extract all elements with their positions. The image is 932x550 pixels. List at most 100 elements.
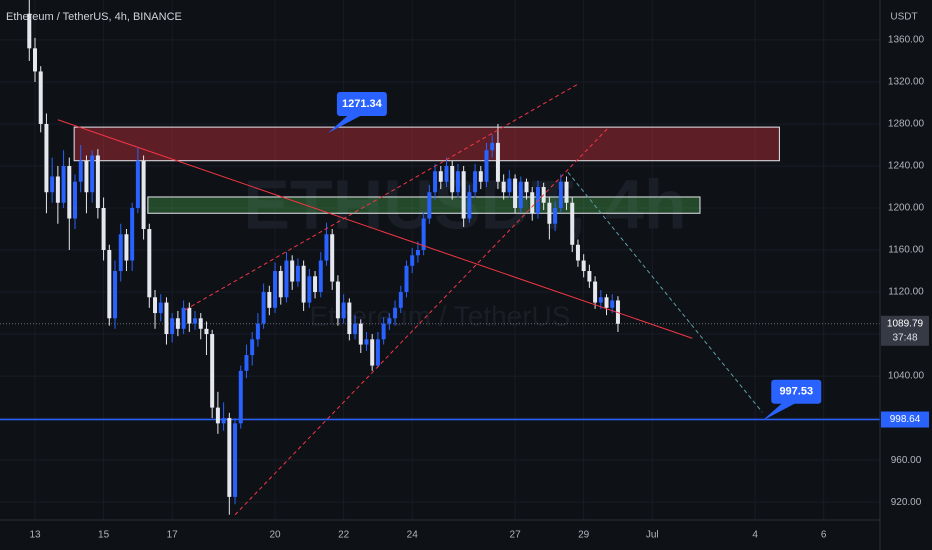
candle-body [193,318,198,324]
candle-body [393,307,398,319]
x-tick-label: Jul [646,530,659,541]
candle-body [558,181,563,208]
candle-body [313,276,318,293]
candle-body [278,271,283,298]
candle-body [175,318,180,329]
candle-body [324,234,329,261]
candle-body [227,418,232,497]
candle-body [375,339,380,366]
candle-body [233,423,238,497]
candle-body [370,339,375,366]
candle-body [553,208,558,224]
x-tick-label: 27 [510,530,522,541]
level-price-label: 998.64 [890,414,921,425]
candle-body [495,142,500,182]
candle-body [484,150,489,182]
candle-body [295,265,300,282]
candle-body [118,234,123,272]
candle-body [130,208,135,261]
candle-body [610,300,615,308]
candle-body [564,181,569,203]
zone [147,196,701,214]
x-tick-label: 29 [578,530,590,541]
candle-body [410,255,415,266]
candle-body [141,160,146,230]
candle-body [170,318,175,335]
candle-body [307,276,312,303]
countdown: 37:48 [892,332,917,343]
candle-body [147,229,152,298]
candle-body [284,260,289,298]
candle-body [61,165,66,203]
candle-body [473,171,478,193]
level-price-box [881,411,929,428]
candle-body [455,171,460,193]
candle-body [38,71,43,124]
y-tick-label: 1240.00 [888,161,925,172]
trend-line [57,119,693,339]
x-tick-label: 6 [821,530,827,541]
y-tick-label: 1120.00 [888,287,924,298]
candle-body [250,339,255,356]
candle-body [547,202,552,224]
candle-body [518,181,523,208]
y-tick-label: 1360.00 [888,35,925,46]
candle-body [67,165,72,219]
candle-body [587,271,592,282]
candle-body [95,155,100,208]
plot: 1271.34 997.53 [0,0,880,516]
candle-body [210,334,215,408]
candle-body [513,178,518,208]
callout-label: 1271.34 [342,98,383,110]
candle-body [433,171,438,193]
candle-body [398,292,403,308]
candle-body [381,323,386,340]
candle-body [261,292,266,324]
candle-body [301,265,306,303]
candle-body [107,250,112,319]
candle-body [238,370,243,424]
candle-body [90,155,95,193]
candle-body [575,244,580,261]
candle-body [113,271,118,319]
candle-body [353,323,358,335]
candle-body [44,123,49,193]
y-tick-label: 960.00 [891,455,922,466]
candle-body [27,13,32,49]
candle-body [347,302,352,335]
grid [0,0,880,520]
candle-body [267,292,272,308]
symbol: Ethereum / TetherUS, 4h, BINANCE [6,11,182,23]
candle-body [318,260,323,293]
candle-body [427,192,432,219]
y-tick-label: 1200.00 [888,203,925,214]
y-tick-label: 920.00 [891,497,922,508]
y-tick-label: 1160.00 [888,245,924,256]
trend-line [567,171,763,413]
candle-body [570,202,575,245]
candle-body [490,142,495,151]
candle-body [33,48,38,72]
candle-body [198,318,203,329]
candle-body [164,302,169,335]
candle-body [335,281,340,319]
candle-body [73,181,78,219]
candle-body [404,265,409,293]
callout-box [771,379,822,404]
candle-body [78,160,83,182]
candle-body [55,176,60,203]
candle-body [101,208,106,251]
candle-body [187,307,192,324]
candle-body [444,165,449,182]
last-price-box [881,315,929,346]
candle-body [153,297,158,314]
candle-body [290,260,295,282]
trend-line [184,83,579,311]
candle-body [158,302,163,314]
callout-label: 997.53 [779,386,813,398]
candle-body [478,171,483,182]
candle-body [341,302,346,319]
x-tick-label: 24 [407,530,419,541]
callout-box [336,92,387,117]
